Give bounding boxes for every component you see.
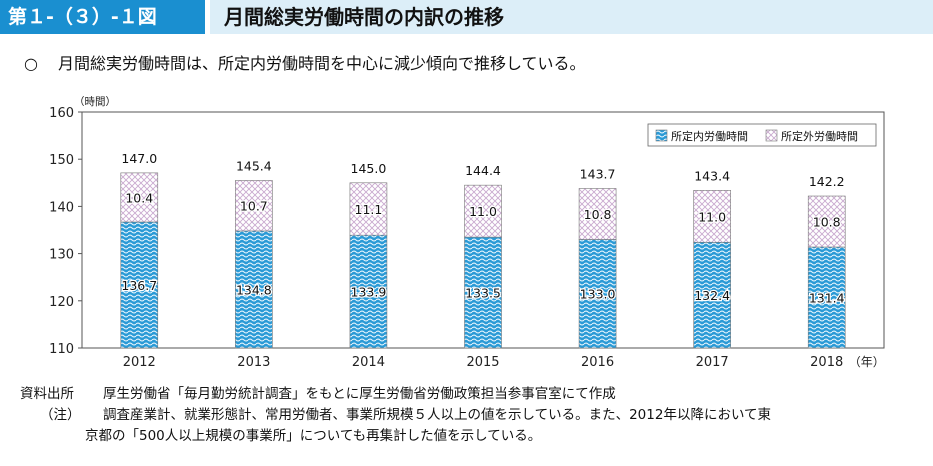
y-axis-unit: （時間） (74, 96, 116, 108)
scheduled-hours-label: 136.7 (121, 278, 157, 293)
legend-swatch-overtime (765, 129, 778, 142)
bar-overtime-hours (693, 190, 731, 243)
overtime-hours-label: 10.7 (240, 199, 268, 214)
bar-scheduled-hours (235, 230, 273, 349)
y-tick-label: 130 (49, 248, 74, 263)
overtime-hours-label: 10.8 (813, 215, 841, 230)
legend-swatch-scheduled (655, 129, 668, 142)
y-tick-label: 160 (49, 106, 74, 121)
bar-overtime-hours (120, 172, 159, 223)
bar-scheduled-hours (693, 241, 731, 349)
stacked-bar-chart: 110 120 130 140 150 160（時間） 136.7 10.4 147.0 2012… (49, 96, 885, 370)
x-tick-label: 2016 (581, 355, 614, 370)
overtime-hours-label: 11.1 (355, 202, 383, 217)
note-text-line-2: 京都の「500人以上規模の事業所」についても再集計した値を示している。 (85, 428, 542, 444)
scheduled-hours-label: 134.8 (236, 282, 272, 297)
note-text-line-1: 調査産業計、就業形態計、常用労働者、事業所規模５人以上の値を示している。また、2… (103, 407, 772, 423)
bar-scheduled-hours (349, 234, 388, 349)
overtime-hours-label: 11.0 (698, 209, 726, 224)
y-tick-label: 140 (49, 200, 74, 215)
legend-label-scheduled: 所定内労働時間 (671, 129, 748, 143)
y-tick-label: 110 (49, 342, 74, 357)
y-tick-label: 150 (49, 153, 74, 168)
overtime-hours-label: 10.8 (584, 207, 612, 222)
scheduled-hours-label: 133.0 (580, 287, 616, 302)
scheduled-hours-label: 133.9 (351, 285, 387, 300)
scheduled-hours-label: 131.4 (809, 290, 845, 305)
total-hours-label: 145.4 (236, 158, 272, 173)
figure-title-bar: 月間総実労働時間の内訳の推移 (210, 0, 933, 34)
figure-title: 月間総実労働時間の内訳の推移 (224, 5, 504, 29)
x-tick-label: 2013 (237, 355, 270, 370)
total-hours-label: 143.4 (694, 168, 730, 183)
summary-statement: ○ 月間総実労働時間は、所定内労働時間を中心に減少傾向で推移している。 (24, 50, 586, 74)
source-text: 厚生労働省「毎月勤労統計調査」をもとに厚生労働省労働政策担当参事官室にて作成 (103, 386, 616, 402)
total-hours-label: 143.7 (580, 166, 616, 181)
overtime-hours-label: 10.4 (125, 190, 153, 205)
bar-overtime-hours (464, 184, 502, 238)
bar-scheduled-hours (807, 246, 846, 349)
bar-overtime-hours (578, 188, 617, 240)
x-tick-label: 2017 (696, 355, 729, 370)
x-axis-unit: （年） (849, 355, 885, 369)
overtime-hours-label: 11.0 (469, 204, 497, 219)
x-tick-label: 2018 (810, 355, 843, 370)
total-hours-label: 142.2 (809, 174, 845, 189)
scheduled-hours-label: 133.5 (465, 286, 501, 301)
total-hours-label: 147.0 (121, 151, 157, 166)
figure-header: 第１-（３）-１図 月間総実労働時間の内訳の推移 (0, 0, 933, 34)
figure-number: 第１-（３）-１図 (0, 0, 205, 34)
bar-scheduled-hours (464, 236, 502, 349)
legend-label-overtime: 所定外労働時間 (781, 129, 858, 143)
y-tick-label: 120 (49, 295, 74, 310)
note-label: （注） (40, 407, 81, 423)
total-hours-label: 145.0 (351, 161, 387, 176)
summary-text: 月間総実労働時間は、所定内労働時間を中心に減少傾向で推移している。 (58, 54, 586, 73)
bar-overtime-hours (235, 180, 273, 232)
bar-scheduled-hours (578, 239, 617, 349)
bar-overtime-hours (349, 182, 388, 236)
source-label: 資料出所 (20, 386, 74, 402)
scheduled-hours-label: 132.4 (694, 288, 730, 303)
legend-box (647, 123, 877, 147)
x-tick-label: 2015 (466, 355, 499, 370)
x-tick-label: 2014 (352, 355, 385, 370)
summary-bullet: ○ (24, 54, 38, 73)
total-hours-label: 144.4 (465, 163, 501, 178)
x-tick-label: 2012 (123, 355, 156, 370)
bar-overtime-hours (807, 195, 846, 248)
